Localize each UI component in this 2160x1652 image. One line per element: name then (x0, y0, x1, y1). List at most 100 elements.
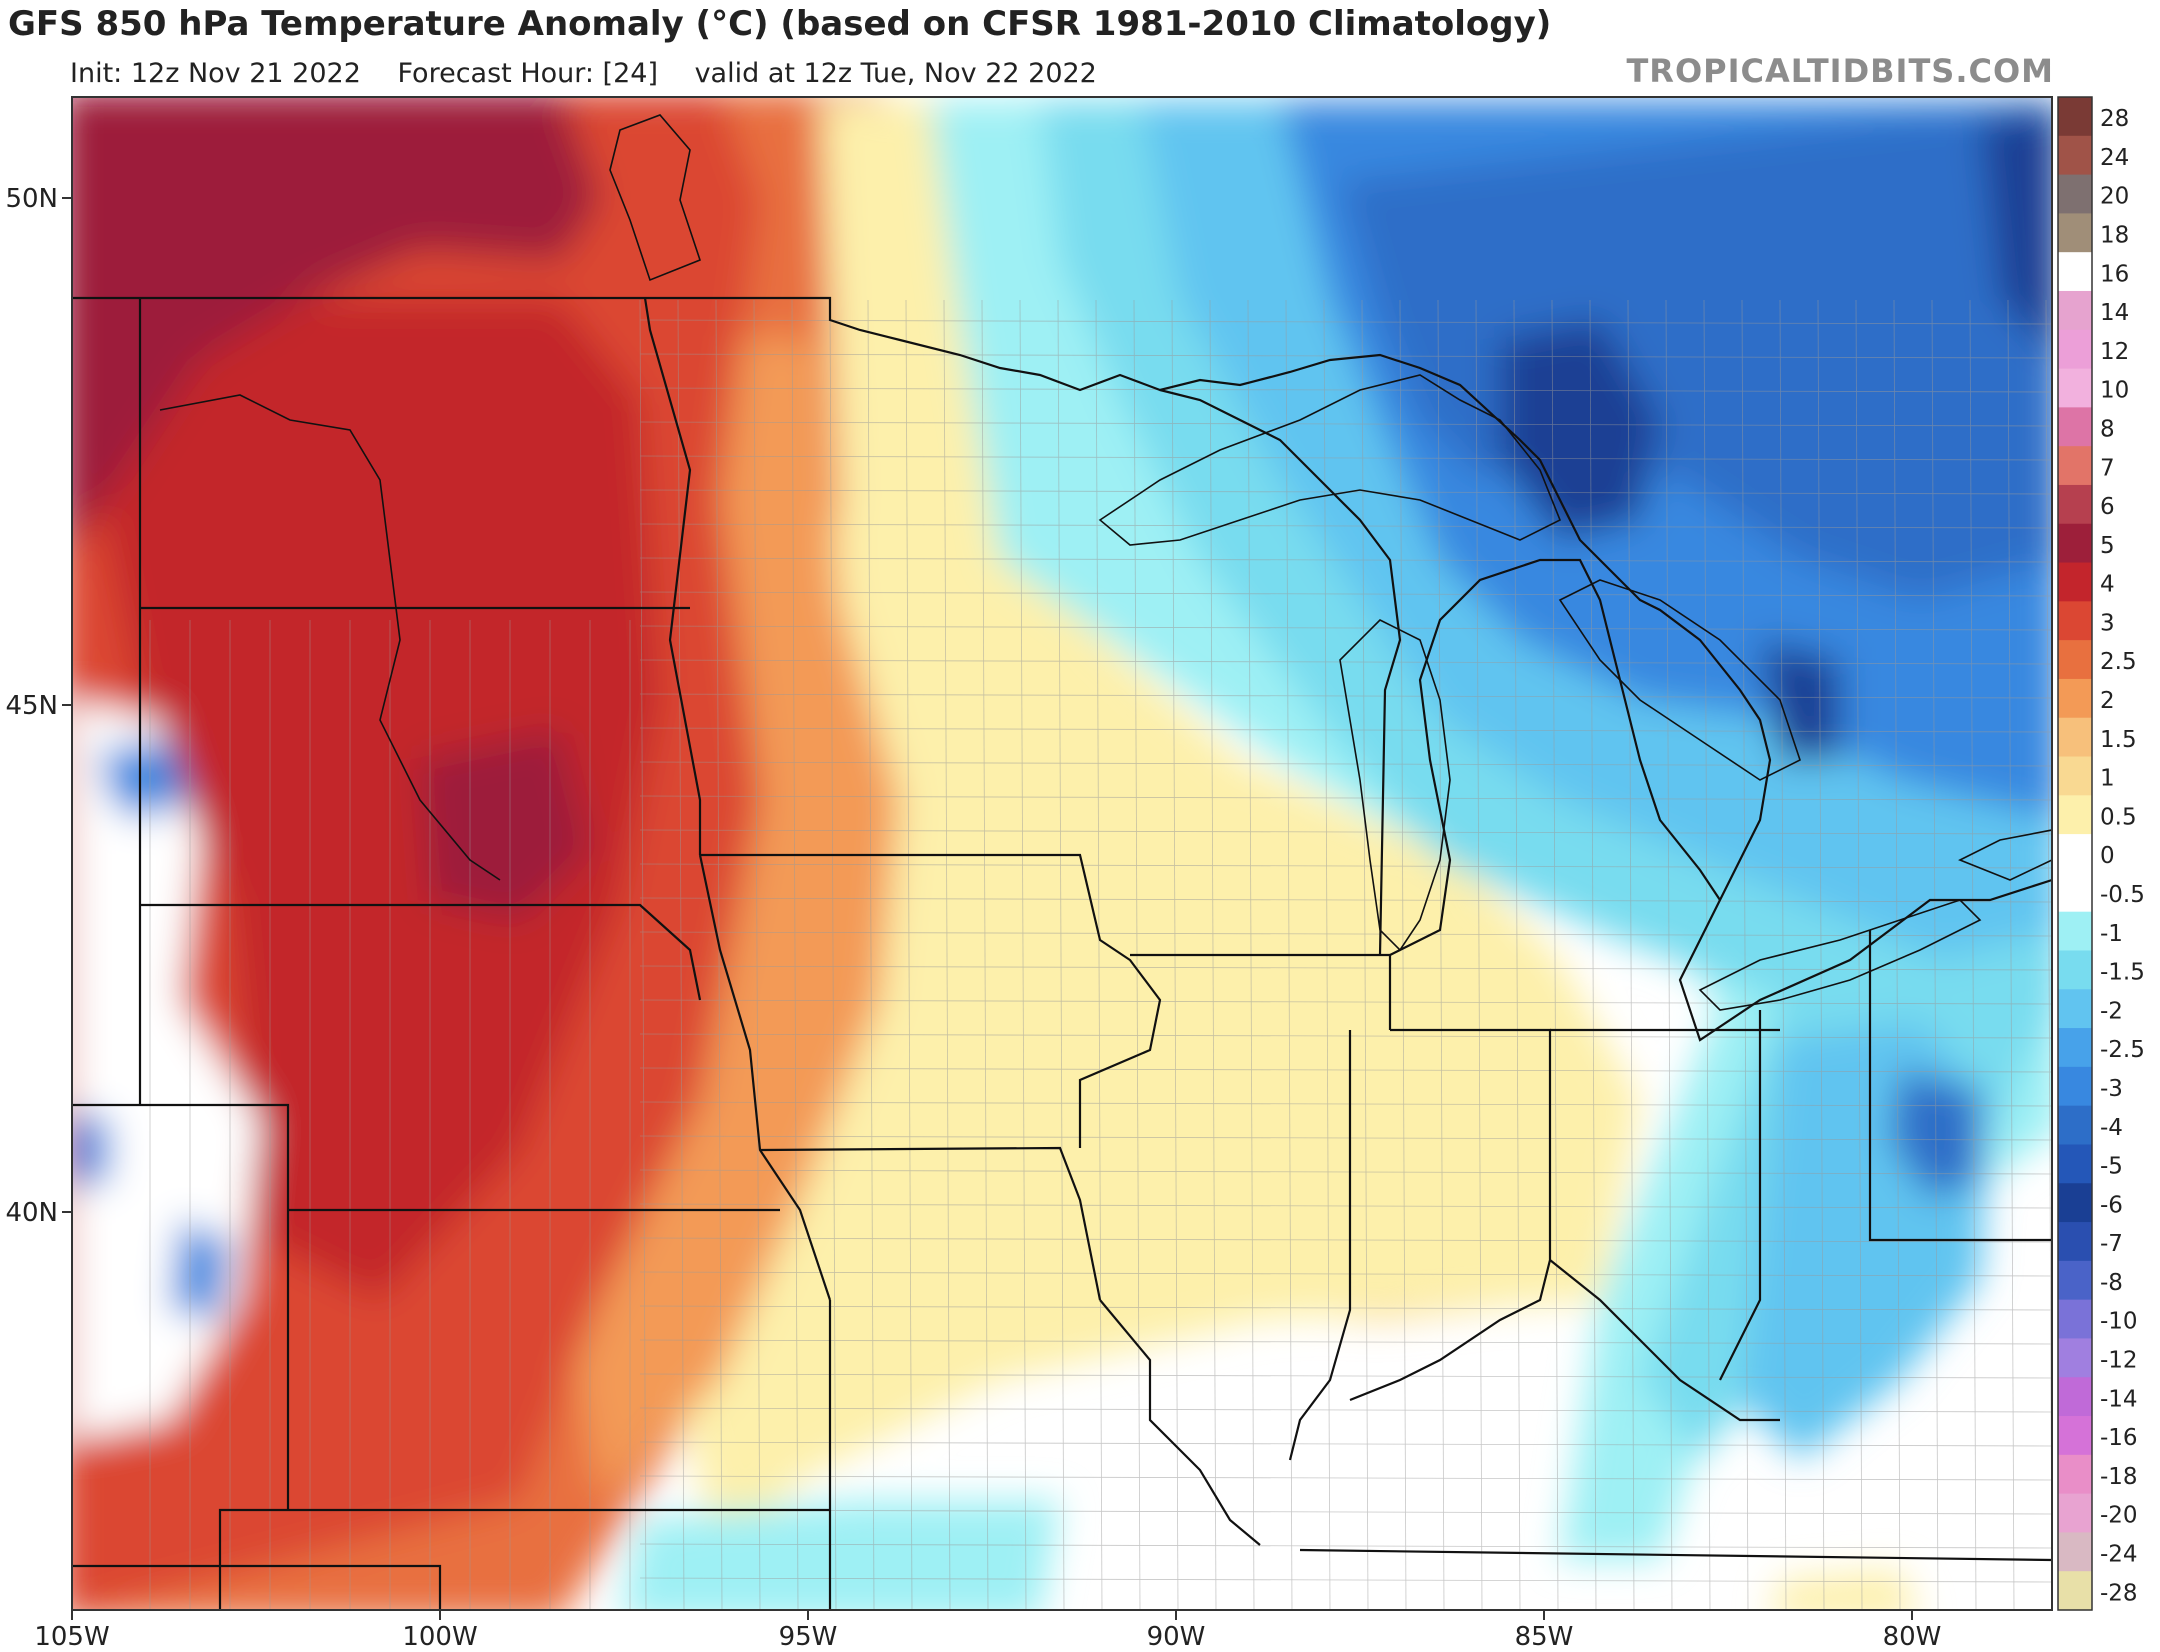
county-line (639, 1101, 2052, 1107)
colorbar-swatch (2058, 1105, 2092, 1146)
county-line (1817, 299, 1825, 1610)
boundaries (72, 114, 2052, 1610)
colorbar-label: 10 (2100, 378, 2129, 404)
colorbar-label: -28 (2100, 1580, 2138, 1606)
field-south-pale (1772, 1570, 1916, 1610)
county-line (1475, 299, 1483, 1610)
county-line (639, 1475, 2052, 1481)
county-line (639, 897, 2052, 903)
state-line (72, 1564, 442, 1610)
map-frame (71, 96, 2053, 1611)
canada-border (72, 296, 2052, 1042)
county-line (639, 1543, 2052, 1549)
state-line (72, 1103, 290, 1510)
colorbar-swatch (2058, 407, 2092, 447)
county-line (639, 353, 2052, 359)
colorbar-label: 0.5 (2100, 804, 2137, 830)
county-line (639, 1339, 2052, 1345)
colorbar-swatch (2058, 290, 2092, 331)
colorbar-label: -7 (2100, 1231, 2123, 1257)
county-line (1399, 299, 1407, 1610)
colorbar-swatch (2058, 562, 2092, 602)
lake-erie (1698, 899, 1982, 1011)
colorbar-swatch (2058, 213, 2092, 253)
county-line (1969, 299, 1977, 1610)
colorbar-label: 1 (2100, 766, 2115, 792)
forecast-hour: Forecast Hour: [24] (397, 58, 658, 89)
county-line (1703, 299, 1711, 1610)
colorbar-swatch (2058, 135, 2092, 176)
state-line (1099, 1299, 1261, 1546)
state-borders (72, 296, 2052, 1610)
state-line (1719, 1010, 1762, 1381)
colorbar-label: 18 (2100, 222, 2129, 248)
field-dark-red-core (420, 730, 590, 920)
state-line (1868, 930, 2052, 1242)
colorbar-swatch (2058, 1260, 2092, 1301)
colorbar-swatch (2058, 989, 2092, 1029)
colorbar-swatch (2058, 97, 2092, 137)
lat-label: 45N (5, 691, 58, 721)
county-line (1931, 299, 1939, 1610)
lon-label: 85W (1515, 1622, 1574, 1652)
county-line (639, 591, 2052, 597)
county-line (715, 299, 723, 1610)
county-line (639, 1237, 2052, 1243)
county-line (639, 1067, 2052, 1073)
county-line (639, 863, 2052, 869)
colorbar-swatch (2058, 1377, 2092, 1417)
county-line (2007, 299, 2015, 1610)
county-line (639, 1135, 2052, 1141)
colorbar-swatch (2058, 1571, 2092, 1611)
colorbar-swatch (2058, 950, 2092, 990)
colorbar-swatch (2058, 1028, 2092, 1068)
county-line (1019, 299, 1027, 1610)
colorbar-swatch (2058, 1493, 2092, 1534)
colorbar-swatch (2058, 756, 2092, 796)
county-line (639, 299, 647, 1610)
anomaly-field (72, 97, 2052, 1610)
colorbar-swatch (2058, 601, 2092, 641)
field-red (100, 300, 660, 1300)
lon-label: 95W (779, 1622, 838, 1652)
colorbar-label: -14 (2100, 1386, 2138, 1412)
longitude-labels: 105W 100W 95W 90W 85W 80W (34, 1610, 1941, 1652)
county-line (639, 999, 2052, 1005)
valid-time: valid at 12z Tue, Nov 22 2022 (694, 58, 1097, 89)
county-line (639, 829, 2052, 835)
river-missouri (159, 394, 501, 881)
map-subtitle: Init: 12z Nov 21 2022 Forecast Hour: [24… (70, 58, 1125, 89)
county-line (639, 1373, 2052, 1379)
colorbar-label: 1.5 (2100, 727, 2137, 753)
colorbar-label: 7 (2100, 455, 2115, 481)
colorbar-label: 6 (2100, 494, 2115, 520)
colorbar-label: 28 (2100, 106, 2129, 132)
colorbar-label: 16 (2100, 261, 2129, 287)
county-line (753, 299, 761, 1610)
lake-winnipeg (609, 114, 701, 282)
state-line (1549, 1259, 1780, 1422)
state-line (140, 903, 702, 1001)
colorbar-swatch (2058, 484, 2092, 525)
county-line (677, 299, 685, 1610)
county-line (639, 387, 2052, 393)
colorbar-swatch (2058, 329, 2092, 370)
colorbar-label: -1 (2100, 921, 2123, 947)
county-line (1057, 299, 1065, 1610)
lake-ontario (1958, 829, 2052, 881)
colorbar-swatch (2058, 1066, 2092, 1107)
colorbar-label: -2 (2100, 998, 2123, 1024)
colorbar-swatch (2058, 1338, 2092, 1378)
colorbar-swatch (2058, 1144, 2092, 1184)
field-pale-yellow (680, 100, 1640, 1560)
colorbar-swatch (2058, 446, 2092, 486)
colorbar-label: 12 (2100, 339, 2129, 365)
colorbar-swatch (2058, 911, 2092, 952)
colorbar-label: -10 (2100, 1309, 2138, 1335)
county-line (639, 1271, 2052, 1277)
colorbar-label: 4 (2100, 572, 2115, 598)
map-title: GFS 850 hPa Temperature Anomaly (°C) (ba… (8, 4, 1552, 44)
county-line (905, 299, 913, 1610)
coastlines (159, 114, 2052, 1011)
